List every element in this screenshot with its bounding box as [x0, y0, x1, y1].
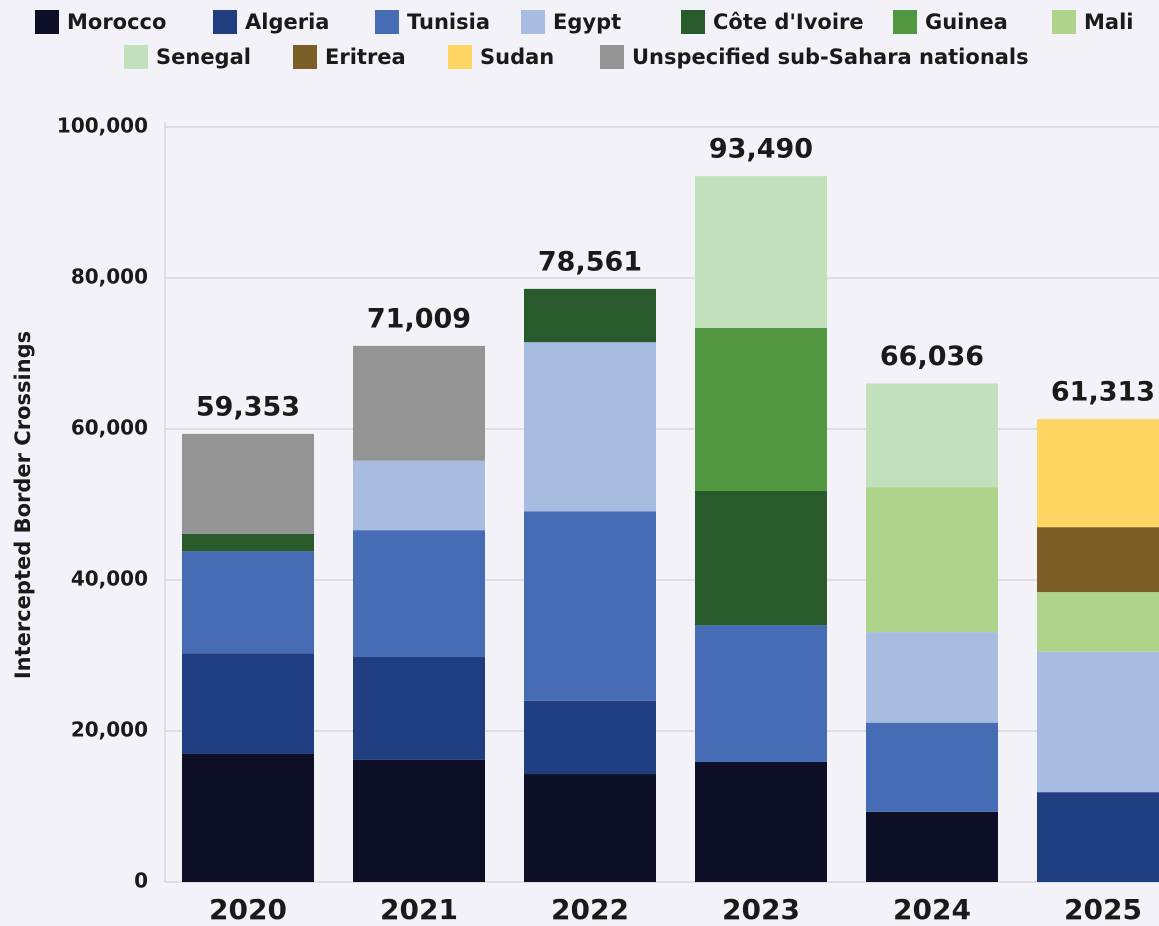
- bar-segment: [182, 433, 314, 534]
- bar-segment: [1037, 527, 1159, 593]
- legend-label: Côte d'Ivoire: [713, 10, 864, 34]
- bar-segment: [524, 511, 656, 701]
- x-tick-label: 2023: [722, 893, 800, 926]
- total-label: 59,353: [196, 391, 300, 422]
- bar-segment: [1037, 419, 1159, 528]
- legend-label: Algeria: [245, 10, 329, 34]
- legend-label: Eritrea: [325, 45, 406, 69]
- y-tick-label: 40,000: [71, 567, 148, 591]
- x-tick-label: 2022: [551, 893, 629, 926]
- bar-segment: [524, 774, 656, 882]
- bar-segment: [353, 345, 485, 461]
- bar-segment: [695, 327, 827, 491]
- x-tick-label: 2021: [380, 893, 458, 926]
- y-tick-label: 60,000: [71, 416, 148, 440]
- bar-segment: [1037, 792, 1159, 882]
- legend-swatch: [213, 10, 237, 34]
- bar-segment: [524, 342, 656, 512]
- legend-label: Sudan: [480, 45, 554, 69]
- legend-swatch: [124, 45, 148, 69]
- bar-segment: [1037, 592, 1159, 652]
- bar-segment: [182, 551, 314, 654]
- legend-swatch: [600, 45, 624, 69]
- legend-label: Morocco: [67, 10, 166, 34]
- bar-segment: [695, 176, 827, 328]
- bar-segment: [182, 533, 314, 552]
- legend-label: Unspecified sub-Sahara nationals: [632, 45, 1029, 69]
- legend-swatch: [681, 10, 705, 34]
- legend-label: Tunisia: [407, 10, 490, 34]
- bar-segment: [182, 653, 314, 754]
- bar-segment: [695, 490, 827, 626]
- bar-segment: [866, 811, 998, 882]
- total-label: 71,009: [367, 303, 471, 334]
- bar-segment: [866, 722, 998, 812]
- y-tick-label: 100,000: [57, 114, 148, 138]
- total-label: 61,313: [1051, 377, 1155, 408]
- bar-segment: [353, 657, 485, 760]
- bar-segment: [353, 460, 485, 531]
- legend-label: Guinea: [925, 10, 1008, 34]
- bar-segment: [182, 753, 314, 882]
- bar-segment: [524, 288, 656, 343]
- bar-segment: [866, 383, 998, 488]
- legend-swatch: [293, 45, 317, 69]
- legend-label: Egypt: [553, 10, 621, 34]
- bar-segment: [866, 487, 998, 633]
- y-axis-label: Intercepted Border Crossings: [11, 331, 35, 679]
- bar-segment: [353, 530, 485, 658]
- bar-segment: [1037, 651, 1159, 793]
- y-tick-label: 80,000: [71, 265, 148, 289]
- legend-swatch: [1052, 10, 1076, 34]
- total-label: 93,490: [709, 134, 813, 165]
- bar-segment: [695, 625, 827, 762]
- y-tick-label: 0: [134, 869, 148, 893]
- total-label: 78,561: [538, 246, 642, 277]
- bar-segment: [353, 759, 485, 882]
- legend-swatch: [893, 10, 917, 34]
- y-tick-label: 20,000: [71, 718, 148, 742]
- legend-swatch: [521, 10, 545, 34]
- legend-swatch: [375, 10, 399, 34]
- x-tick-label: 2020: [209, 893, 287, 926]
- total-label: 66,036: [880, 341, 984, 372]
- legend-label: Mali: [1084, 10, 1133, 34]
- legend-swatch: [448, 45, 472, 69]
- bar-segment: [695, 761, 827, 882]
- legend-label: Senegal: [156, 45, 251, 69]
- legend-swatch: [35, 10, 59, 34]
- x-tick-label: 2025: [1064, 893, 1142, 926]
- x-tick-label: 2024: [893, 893, 971, 926]
- bar-segment: [524, 700, 656, 775]
- bar-segment: [866, 632, 998, 723]
